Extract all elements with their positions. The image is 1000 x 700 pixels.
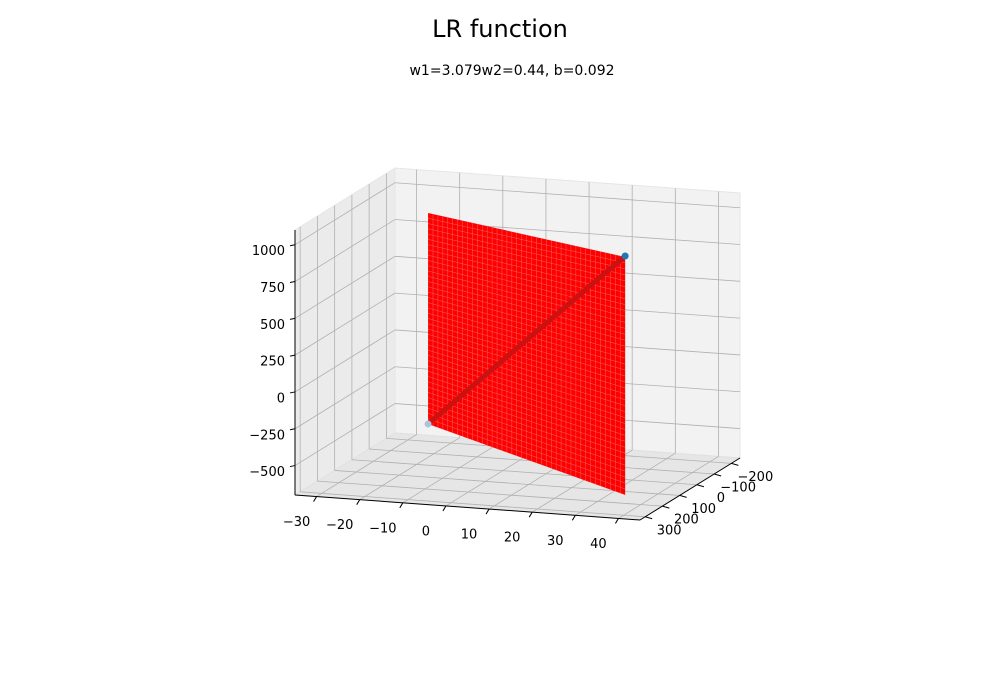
x-tick-label: −30 (283, 515, 310, 530)
surface-mesh (428, 254, 626, 305)
y-tick-label: −200 (738, 470, 774, 485)
surface-mesh (428, 286, 626, 341)
tick-mark (679, 494, 687, 498)
tick-mark (289, 281, 296, 284)
z-tick-label: 750 (260, 281, 285, 296)
z-tick-label: 500 (260, 318, 285, 333)
tick-mark (662, 505, 670, 509)
z-tick-label: −250 (249, 428, 285, 443)
surface-mesh (428, 307, 626, 365)
grid-line (618, 456, 719, 519)
surface-mesh (428, 228, 626, 276)
grid-line (359, 437, 460, 501)
tick-mark (289, 354, 296, 357)
surface-mesh (428, 276, 626, 329)
tick-mark (731, 462, 739, 466)
x-tick-label: 0 (422, 524, 430, 539)
x-tick-label: 10 (461, 528, 478, 543)
grid-line (575, 452, 676, 516)
grid-line (294, 219, 396, 282)
z-tick-label: −500 (249, 465, 285, 480)
x-tick-label: 40 (590, 537, 607, 552)
grid-line (294, 255, 396, 319)
chart-subtitle: w1=3.079w2=0.44, b=0.092 (409, 63, 614, 79)
surface-mesh (428, 297, 626, 353)
grid-line (294, 182, 396, 246)
tick-mark (356, 499, 361, 505)
surface-mesh (428, 249, 626, 299)
tick-mark (313, 496, 317, 502)
y-tick-label: −100 (720, 481, 756, 496)
data-point (621, 252, 629, 260)
surface-mesh (428, 233, 626, 282)
grid-line (316, 434, 417, 497)
surface-mesh (428, 218, 626, 264)
grid-line (317, 480, 663, 507)
tick-mark (289, 428, 296, 431)
fit-line (426, 254, 627, 426)
grid-line (294, 292, 396, 356)
y-tick-label: 300 (657, 523, 682, 538)
tick-mark (696, 484, 705, 488)
y-tick-label: 200 (674, 513, 699, 528)
y-axis (639, 457, 741, 521)
surface-mesh (428, 260, 626, 311)
x-tick-label: −10 (369, 521, 396, 536)
y-tick-label: 0 (717, 491, 725, 506)
tick-mark (289, 465, 296, 468)
surface-mesh (428, 281, 626, 335)
tick-mark (442, 505, 447, 512)
surface-mesh (428, 223, 626, 270)
tick-mark (571, 515, 576, 521)
z-tick-label: 250 (260, 355, 285, 370)
surface-mesh (427, 318, 626, 377)
grid-line (402, 440, 504, 504)
grid-line (294, 366, 396, 430)
grid-line (394, 182, 741, 209)
tick-mark (399, 502, 404, 509)
z-tick-label: 1000 (252, 244, 285, 259)
tick-mark (485, 508, 490, 515)
x-tick-label: 20 (504, 531, 521, 546)
grid-line (294, 329, 396, 393)
y-tick-label: 100 (691, 502, 716, 517)
tick-mark (289, 391, 296, 394)
surface-mesh (428, 239, 626, 287)
tick-mark (528, 511, 533, 518)
tick-mark (645, 516, 653, 520)
x-axis (294, 494, 641, 521)
data-point (424, 420, 432, 428)
z-tick-label: 0 (277, 391, 285, 406)
x-tick-label: 30 (547, 534, 564, 549)
tick-mark (289, 244, 296, 247)
x-tick-label: −20 (326, 518, 353, 533)
surface-mesh (428, 265, 626, 317)
grid-line (294, 403, 396, 466)
tick-mark (615, 518, 619, 524)
tick-mark (714, 473, 722, 477)
surface-mesh (428, 291, 626, 347)
chart-title: LR function (432, 15, 568, 43)
grid-line (300, 491, 646, 518)
surface-mesh (428, 270, 626, 323)
grid-line (351, 459, 697, 486)
surface-mesh (428, 302, 626, 359)
tick-mark (289, 317, 296, 320)
